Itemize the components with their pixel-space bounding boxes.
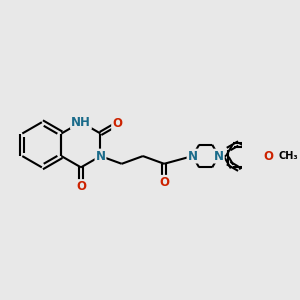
Text: O: O [112, 117, 122, 130]
Text: NH: NH [71, 116, 91, 129]
Text: O: O [263, 150, 273, 163]
Text: N: N [188, 150, 198, 163]
Text: O: O [159, 176, 169, 189]
Text: N: N [214, 150, 224, 163]
Text: O: O [76, 180, 86, 193]
Text: N: N [95, 150, 106, 163]
Text: CH₃: CH₃ [279, 151, 298, 161]
